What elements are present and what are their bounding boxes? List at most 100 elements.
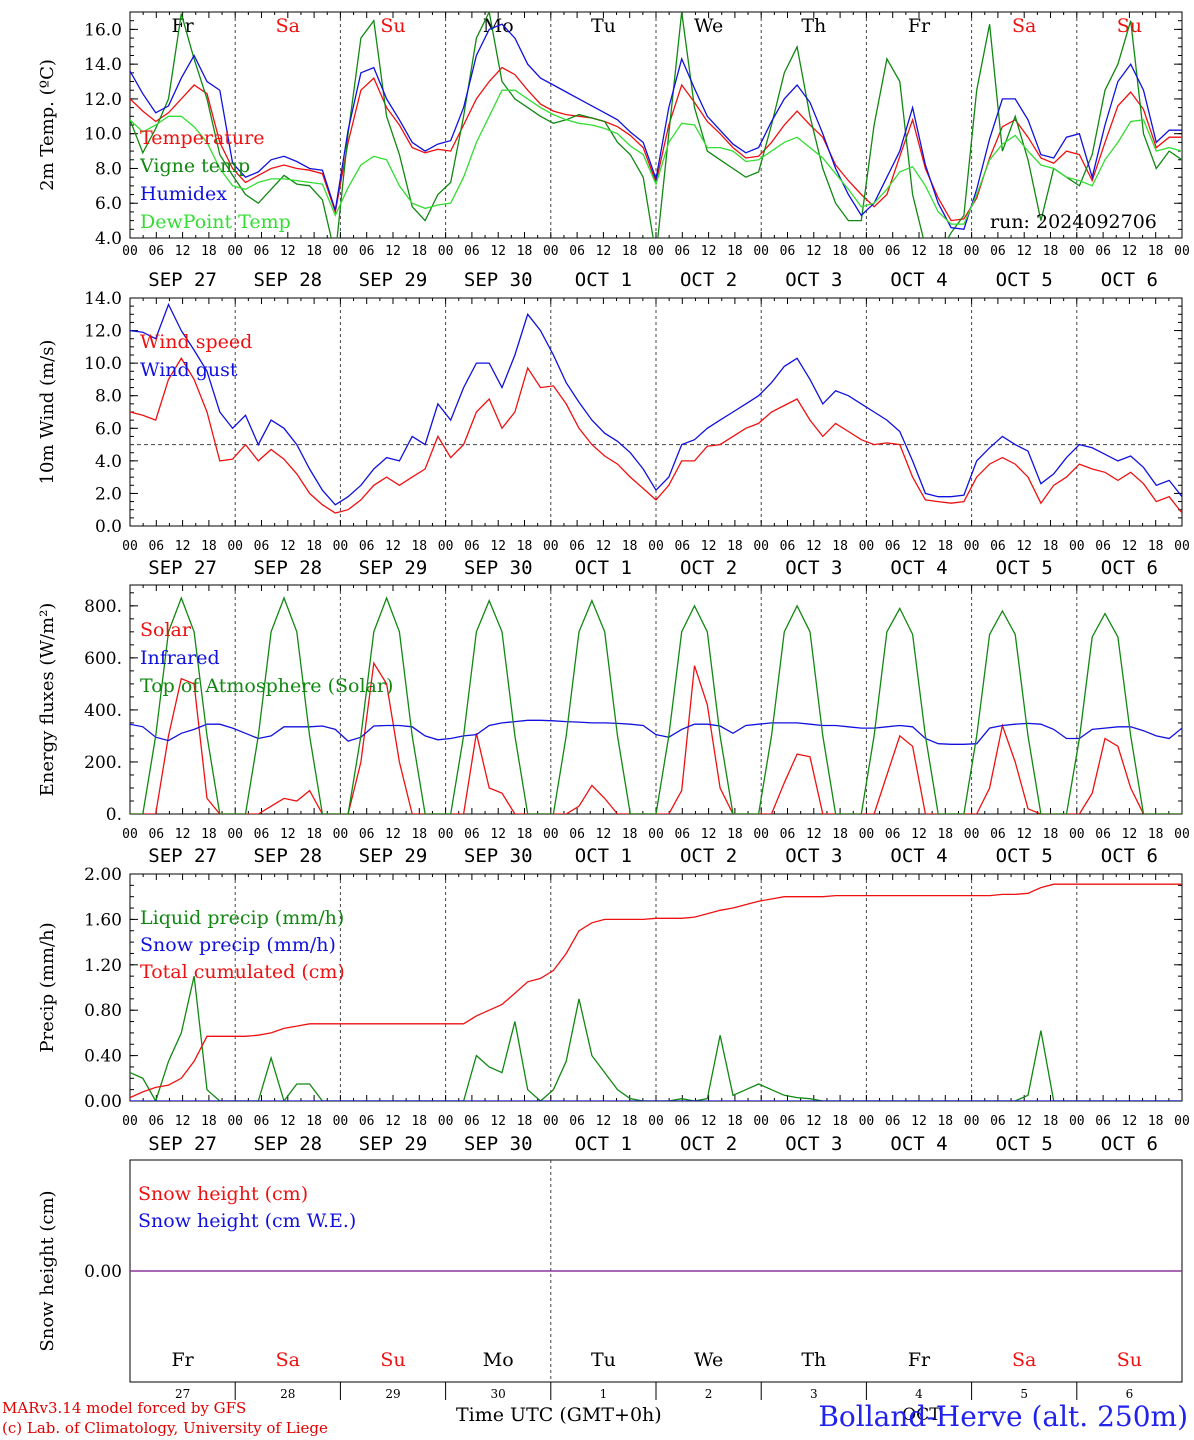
date-label: SEP 30 bbox=[464, 845, 533, 867]
y-tick-label: 0. bbox=[106, 805, 122, 825]
y-tick-label: 4.0 bbox=[95, 452, 122, 472]
hour-tick-label: 06 bbox=[148, 1114, 164, 1129]
hour-tick-label: 12 bbox=[280, 539, 296, 554]
month-label: OCT bbox=[902, 1405, 941, 1425]
hour-tick-label: 18 bbox=[517, 539, 533, 554]
series-line-dewpoint-temp bbox=[130, 89, 1182, 225]
hour-tick-label: 00 bbox=[227, 1114, 243, 1129]
date-label: OCT 6 bbox=[1101, 845, 1158, 867]
hour-tick-label: 12 bbox=[911, 244, 927, 259]
hour-tick-label: 18 bbox=[1043, 827, 1059, 842]
hour-tick-label: 06 bbox=[359, 244, 375, 259]
hour-tick-label: 12 bbox=[596, 539, 612, 554]
date-label: OCT 1 bbox=[575, 845, 632, 867]
hour-tick-label: 18 bbox=[411, 539, 427, 554]
hour-tick-label: 06 bbox=[885, 827, 901, 842]
hour-tick-label: 06 bbox=[885, 539, 901, 554]
day-letter: Fr bbox=[171, 15, 194, 37]
hour-tick-label: 12 bbox=[911, 539, 927, 554]
hour-tick-label: 06 bbox=[674, 1114, 690, 1129]
hour-tick-label: 12 bbox=[1016, 244, 1032, 259]
hour-tick-label: 00 bbox=[543, 539, 559, 554]
date-label: OCT 2 bbox=[680, 557, 737, 579]
date-label: OCT 5 bbox=[996, 269, 1053, 291]
hour-tick-label: 00 bbox=[122, 539, 138, 554]
hour-tick-label: 00 bbox=[333, 1114, 349, 1129]
hour-tick-label: 00 bbox=[122, 244, 138, 259]
hour-tick-label: 12 bbox=[1016, 1114, 1032, 1129]
hour-tick-label: 12 bbox=[280, 244, 296, 259]
y-tick-label: 14.0 bbox=[84, 55, 122, 75]
hour-tick-label: 18 bbox=[411, 1114, 427, 1129]
hour-tick-label: 06 bbox=[885, 244, 901, 259]
legend-entry: Solar bbox=[140, 619, 192, 641]
lab-line: (c) Lab. of Climatology, University of L… bbox=[2, 1419, 328, 1437]
hour-tick-label: 06 bbox=[674, 539, 690, 554]
hour-tick-label: 18 bbox=[727, 1114, 743, 1129]
hour-tick-label: 00 bbox=[1174, 539, 1190, 554]
hour-tick-label: 18 bbox=[306, 827, 322, 842]
model-credit: MARv3.14 model forced by GFS (c) Lab. of… bbox=[2, 1398, 328, 1438]
hour-tick-label: 18 bbox=[622, 1114, 638, 1129]
y-tick-label: 2.0 bbox=[95, 484, 122, 504]
hour-tick-label: 00 bbox=[859, 539, 875, 554]
hour-tick-label: 00 bbox=[1069, 244, 1085, 259]
station-title: Bolland-Herve (alt. 250m) bbox=[818, 1400, 1188, 1433]
hour-tick-label: 00 bbox=[964, 539, 980, 554]
hour-tick-label: 00 bbox=[122, 827, 138, 842]
y-axis-label: Energy fluxes (W/m²) bbox=[37, 603, 58, 797]
date-label: SEP 30 bbox=[464, 557, 533, 579]
hour-tick-label: 00 bbox=[227, 539, 243, 554]
hour-tick-label: 00 bbox=[1069, 1114, 1085, 1129]
hour-tick-label: 00 bbox=[122, 1114, 138, 1129]
hour-tick-label: 00 bbox=[438, 1114, 454, 1129]
hour-tick-label: 12 bbox=[596, 827, 612, 842]
date-label: OCT 5 bbox=[996, 845, 1053, 867]
day-number: 5 bbox=[1020, 1387, 1028, 1401]
hour-tick-label: 00 bbox=[859, 244, 875, 259]
y-tick-label: 8.0 bbox=[95, 159, 122, 179]
hour-tick-label: 00 bbox=[753, 1114, 769, 1129]
series-line-liquid-precip-mm-h- bbox=[130, 975, 1182, 1101]
hour-tick-label: 06 bbox=[780, 539, 796, 554]
hour-tick-label: 12 bbox=[806, 539, 822, 554]
hour-tick-label: 06 bbox=[990, 244, 1006, 259]
hour-tick-label: 12 bbox=[1122, 1114, 1138, 1129]
hour-tick-label: 06 bbox=[674, 244, 690, 259]
hour-tick-label: 12 bbox=[1016, 827, 1032, 842]
hour-tick-label: 12 bbox=[385, 1114, 401, 1129]
hour-tick-label: 06 bbox=[1095, 244, 1111, 259]
hour-tick-label: 06 bbox=[359, 539, 375, 554]
date-label: SEP 27 bbox=[148, 557, 217, 579]
hour-tick-label: 18 bbox=[1148, 1114, 1164, 1129]
hour-tick-label: 06 bbox=[990, 1114, 1006, 1129]
date-label: SEP 29 bbox=[359, 557, 428, 579]
date-label: OCT 5 bbox=[996, 557, 1053, 579]
day-number: 29 bbox=[385, 1387, 400, 1401]
date-label: SEP 28 bbox=[253, 557, 322, 579]
hour-tick-label: 00 bbox=[964, 1114, 980, 1129]
date-label: SEP 28 bbox=[253, 845, 322, 867]
hour-tick-label: 18 bbox=[411, 244, 427, 259]
hour-tick-label: 12 bbox=[596, 1114, 612, 1129]
hour-tick-label: 00 bbox=[648, 539, 664, 554]
date-label: SEP 29 bbox=[359, 845, 428, 867]
hour-tick-label: 06 bbox=[780, 1114, 796, 1129]
day-letter: Th bbox=[801, 1349, 826, 1371]
date-label: OCT 3 bbox=[785, 557, 842, 579]
date-label: SEP 30 bbox=[464, 1133, 533, 1155]
y-tick-label: 14.0 bbox=[84, 289, 122, 309]
hour-tick-label: 06 bbox=[674, 827, 690, 842]
day-letter: Sa bbox=[1012, 15, 1036, 37]
hour-tick-label: 00 bbox=[964, 244, 980, 259]
hour-tick-label: 12 bbox=[806, 1114, 822, 1129]
day-letter: Sa bbox=[276, 15, 300, 37]
time-axis-title: Time UTC (GMT+0h) bbox=[456, 1404, 662, 1426]
hour-tick-label: 12 bbox=[1122, 244, 1138, 259]
y-tick-label: 10.0 bbox=[84, 354, 122, 374]
date-label: OCT 2 bbox=[680, 845, 737, 867]
hour-tick-label: 06 bbox=[885, 1114, 901, 1129]
date-label: SEP 30 bbox=[464, 269, 533, 291]
day-letter: Tu bbox=[591, 1349, 616, 1371]
hour-tick-label: 18 bbox=[1043, 244, 1059, 259]
